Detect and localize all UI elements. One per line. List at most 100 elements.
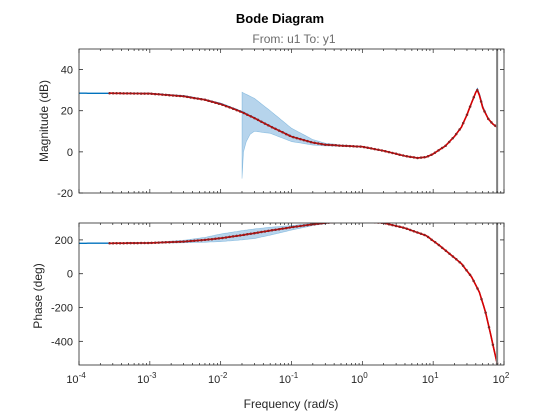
- phase-data-point: [320, 223, 323, 225]
- magnitude-data-point: [288, 134, 291, 138]
- phase-data-point: [416, 231, 419, 234]
- phase-data-point: [238, 234, 242, 237]
- x-tick-label: 10-1: [279, 371, 299, 386]
- phase-data-point: [491, 343, 495, 346]
- phase-data-point: [253, 231, 256, 235]
- magnitude-data-point: [118, 92, 122, 95]
- phase-panel: -400 -200 0 200: [51, 220, 505, 366]
- magnitude-plot-area: [79, 87, 498, 179]
- phase-data-point: [313, 223, 316, 226]
- phase-data-point: [465, 269, 468, 272]
- phase-data-point: [200, 238, 203, 242]
- magnitude-data-point: [175, 94, 178, 98]
- phase-data-point: [270, 229, 274, 232]
- magnitude-model-line: [79, 87, 498, 159]
- magnitude-y-tick-label: 40: [61, 65, 73, 77]
- magnitude-data-point: [412, 156, 416, 159]
- magnitude-data-point: [454, 132, 458, 136]
- magnitude-data-point: [302, 138, 306, 142]
- phase-data-point: [125, 241, 129, 245]
- magnitude-data-point: [338, 144, 341, 147]
- magnitude-data-point: [476, 88, 479, 92]
- magnitude-data-point: [479, 100, 483, 103]
- magnitude-data-point: [490, 121, 493, 124]
- phase-data-line: [109, 223, 498, 364]
- magnitude-data-point: [182, 95, 185, 98]
- magnitude-axes-box: [78, 48, 505, 194]
- magnitude-data-point: [483, 110, 486, 113]
- magnitude-y-tick-label: -20: [57, 188, 73, 200]
- phase-data-point: [260, 230, 263, 234]
- magnitude-data-point: [132, 92, 136, 95]
- phase-data-point: [122, 241, 125, 245]
- magnitude-data-point: [306, 139, 309, 143]
- magnitude-data-point: [430, 153, 433, 156]
- phase-data-point: [224, 236, 228, 239]
- phase-data-point: [302, 224, 306, 227]
- phase-data-point: [405, 227, 409, 230]
- phase-data-point: [221, 236, 224, 240]
- phase-data-point: [129, 241, 132, 245]
- magnitude-data-point: [366, 146, 369, 149]
- magnitude-data-point: [472, 96, 476, 99]
- magnitude-data-point: [203, 98, 207, 102]
- phase-data-point: [185, 240, 189, 243]
- chart-subtitle: From: u1 To: y1: [252, 32, 335, 46]
- magnitude-data-point: [416, 156, 419, 160]
- magnitude-data-point: [263, 122, 267, 125]
- x-tick-label: 101: [422, 371, 439, 386]
- phase-data-point: [143, 241, 146, 245]
- phase-data-point: [203, 238, 207, 242]
- phase-data-point: [387, 223, 391, 226]
- phase-data-point: [196, 239, 200, 242]
- magnitude-data-point: [146, 92, 150, 95]
- magnitude-data-point: [493, 124, 497, 127]
- phase-data-point: [136, 241, 139, 245]
- magnitude-data-point: [242, 111, 246, 115]
- magnitude-data-point: [214, 101, 217, 104]
- phase-data-point: [132, 241, 136, 245]
- magnitude-data-point: [324, 143, 327, 146]
- phase-data-point: [235, 234, 238, 238]
- magnitude-data-point: [398, 153, 401, 156]
- magnitude-data-point: [355, 145, 359, 148]
- phase-data-point: [342, 220, 345, 223]
- magnitude-data-point: [423, 155, 426, 159]
- phase-data-point: [295, 225, 299, 228]
- magnitude-data-point: [451, 137, 454, 140]
- magnitude-data-point: [228, 106, 231, 109]
- phase-data-point: [476, 287, 479, 290]
- magnitude-data-point: [171, 94, 175, 97]
- phase-data-point: [267, 229, 270, 233]
- magnitude-data-point: [327, 143, 331, 147]
- phase-data-point: [182, 240, 185, 243]
- phase-data-point: [448, 252, 451, 255]
- magnitude-data-point: [299, 137, 302, 141]
- magnitude-data-point: [274, 127, 277, 131]
- phase-data-point: [249, 232, 253, 235]
- magnitude-data-point: [487, 117, 490, 121]
- phase-axes-box: [78, 222, 505, 366]
- phase-data-point: [277, 227, 281, 231]
- magnitude-data-point: [122, 92, 125, 95]
- phase-data-point: [228, 235, 231, 239]
- phase-data-point: [108, 242, 111, 245]
- magnitude-data-point: [270, 125, 274, 129]
- magnitude-data-point: [380, 149, 384, 152]
- phase-data-point: [412, 229, 416, 233]
- magnitude-data-point: [253, 116, 256, 120]
- magnitude-data-point: [256, 118, 260, 122]
- x-tick-label: 10-3: [137, 371, 157, 386]
- phase-data-point: [451, 255, 455, 258]
- magnitude-data-point: [465, 113, 469, 117]
- phase-data-point: [309, 223, 313, 226]
- magnitude-axis-label: Magnitude (dB): [37, 80, 51, 162]
- phase-data-point: [430, 238, 433, 241]
- phase-data-point: [210, 237, 214, 241]
- magnitude-data-point: [341, 144, 345, 148]
- magnitude-data-point: [292, 135, 295, 139]
- magnitude-data-line: [109, 88, 498, 159]
- magnitude-data-point: [387, 150, 391, 154]
- phase-data-point: [256, 231, 260, 234]
